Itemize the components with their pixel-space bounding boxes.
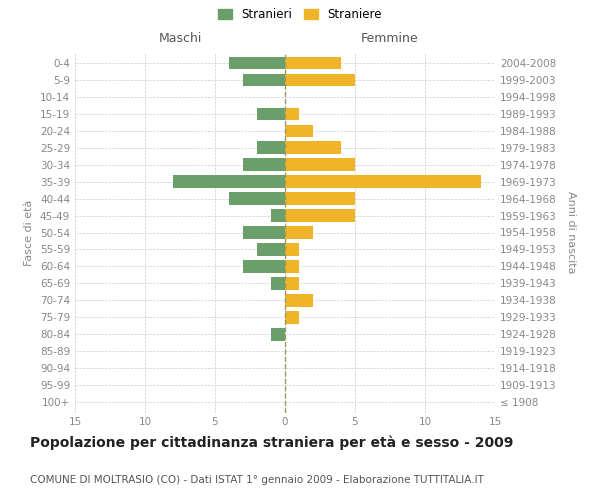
Text: COMUNE DI MOLTRASIO (CO) - Dati ISTAT 1° gennaio 2009 - Elaborazione TUTTITALIA.: COMUNE DI MOLTRASIO (CO) - Dati ISTAT 1°… [30, 475, 484, 485]
Bar [257, 108, 285, 120]
Bar [243, 260, 285, 272]
Bar [285, 142, 341, 154]
Bar [229, 56, 285, 69]
Bar [285, 312, 299, 324]
Bar [257, 244, 285, 256]
Y-axis label: Anni di nascita: Anni di nascita [566, 191, 576, 274]
Bar [271, 210, 285, 222]
Bar [285, 176, 481, 188]
Bar [285, 192, 355, 204]
Bar [285, 56, 341, 69]
Bar [271, 278, 285, 289]
Bar [285, 74, 355, 86]
Y-axis label: Fasce di età: Fasce di età [25, 200, 34, 266]
Bar [243, 74, 285, 86]
Bar [257, 142, 285, 154]
Bar [285, 260, 299, 272]
Bar [173, 176, 285, 188]
Bar [243, 158, 285, 170]
Bar [285, 294, 313, 306]
Bar [285, 124, 313, 136]
Legend: Stranieri, Straniere: Stranieri, Straniere [215, 6, 385, 24]
Bar [285, 158, 355, 170]
Bar [285, 244, 299, 256]
Text: Femmine: Femmine [361, 32, 419, 45]
Text: Popolazione per cittadinanza straniera per età e sesso - 2009: Popolazione per cittadinanza straniera p… [30, 436, 514, 450]
Bar [229, 192, 285, 204]
Bar [285, 210, 355, 222]
Bar [243, 226, 285, 238]
Bar [285, 278, 299, 289]
Bar [285, 108, 299, 120]
Bar [271, 328, 285, 340]
Bar [285, 226, 313, 238]
Text: Maschi: Maschi [158, 32, 202, 45]
